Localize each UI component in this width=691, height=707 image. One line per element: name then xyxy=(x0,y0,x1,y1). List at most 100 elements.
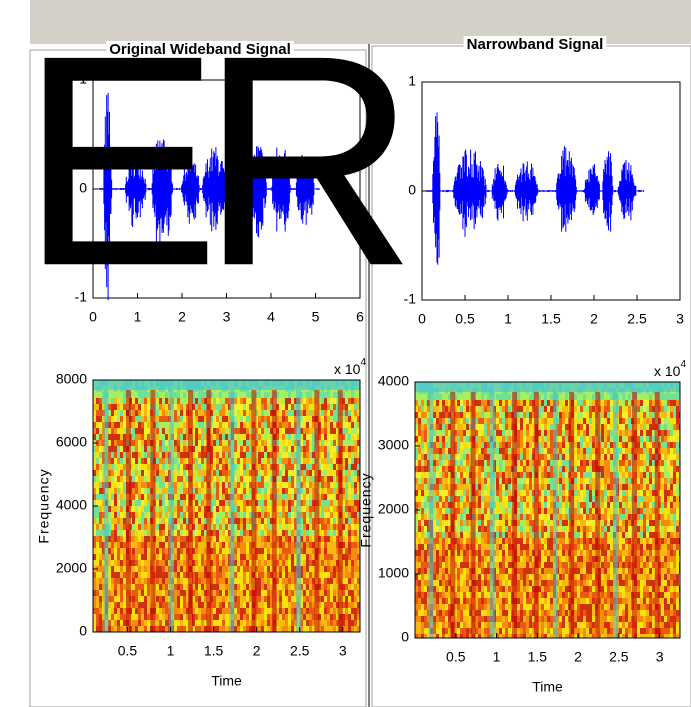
spectrogram-cell xyxy=(165,542,168,548)
spectrogram-cell xyxy=(348,530,351,536)
spectrogram-cell xyxy=(354,440,357,446)
spectrogram-cell xyxy=(345,476,348,482)
spectrogram-cell xyxy=(111,596,114,602)
spectrogram-cell xyxy=(165,488,168,494)
spectrogram-cell xyxy=(135,452,138,458)
spectrogram-cell xyxy=(324,572,327,578)
spectrogram-cell xyxy=(99,626,102,632)
spectrogram-cell xyxy=(481,526,484,532)
spectrogram-cell xyxy=(180,482,183,488)
spectrogram-cell xyxy=(99,512,102,518)
spectrogram-cell xyxy=(198,464,201,470)
spectrogram-cell xyxy=(183,512,186,518)
spectrogram-cell xyxy=(225,398,228,404)
spectrogram-cell xyxy=(225,416,228,422)
spectrogram-cell xyxy=(421,520,424,526)
spectrogram-cell xyxy=(180,530,183,536)
spectrogram-cell xyxy=(424,472,427,478)
spectrogram-cell xyxy=(240,434,243,440)
spectrogram-cell xyxy=(303,626,306,632)
spectrogram-cell xyxy=(460,628,463,634)
spectrogram-cell xyxy=(144,554,147,560)
spectrogram-cell xyxy=(288,476,291,482)
spectrogram-cell xyxy=(327,404,330,410)
spectrogram-cell xyxy=(279,542,282,548)
spectrogram-cell xyxy=(99,434,102,440)
spectrogram-cell xyxy=(460,616,463,622)
spectrogram-cell xyxy=(484,592,487,598)
spectrogram-cell xyxy=(234,560,237,566)
spectrogram-cell xyxy=(123,620,126,626)
spectrogram-cell xyxy=(111,482,114,488)
spectrogram-cell xyxy=(180,464,183,470)
spectrogram-cell xyxy=(135,566,138,572)
spectrogram-cell xyxy=(282,542,285,548)
x-tick-label: 1 xyxy=(167,643,175,659)
spectrogram-cell xyxy=(174,572,177,578)
spectrogram-cell xyxy=(264,590,267,596)
spectrogram-cell xyxy=(258,404,261,410)
spectrogram-cell xyxy=(487,502,490,508)
spectrogram-cell xyxy=(162,530,165,536)
spectrogram-cell xyxy=(96,470,99,476)
spectrogram-cell xyxy=(198,428,201,434)
spectrogram-cell xyxy=(330,506,333,512)
spectrogram-cell xyxy=(333,524,336,530)
spectrogram-cell xyxy=(222,404,225,410)
spectrogram-cell xyxy=(279,464,282,470)
spectrogram-cell xyxy=(303,422,306,428)
spectrogram-cell xyxy=(351,524,354,530)
spectrogram-cell xyxy=(177,602,180,608)
spectrogram-cell xyxy=(288,458,291,464)
spectrogram-cell xyxy=(309,392,312,398)
spectrogram-cell xyxy=(264,488,267,494)
spectrogram-cell xyxy=(99,602,102,608)
spectrogram-cell xyxy=(348,626,351,632)
spectrogram-cell xyxy=(333,434,336,440)
spectrogram-cell xyxy=(457,538,460,544)
spectrogram-cell xyxy=(99,530,102,536)
spectrogram-cell xyxy=(327,416,330,422)
spectrogram-cell xyxy=(333,410,336,416)
spectrogram-cell xyxy=(162,452,165,458)
spectrogram-cell xyxy=(141,506,144,512)
spectrogram-cell xyxy=(132,608,135,614)
spectrogram-cell xyxy=(222,602,225,608)
spectrogram-cell xyxy=(463,586,466,592)
y-tick-label: 6000 xyxy=(56,434,87,450)
spectrogram-cell xyxy=(327,476,330,482)
spectrogram-cell xyxy=(120,620,123,626)
spectrogram-cell xyxy=(345,452,348,458)
spectrogram-cell xyxy=(285,452,288,458)
spectrogram-cell xyxy=(144,458,147,464)
spectrogram-cell xyxy=(183,476,186,482)
spectrogram-cell xyxy=(487,400,490,406)
spectrogram-cell xyxy=(267,536,270,542)
spectrogram-cell xyxy=(460,442,463,448)
spectrogram-cell xyxy=(213,614,216,620)
spectrogram-cell xyxy=(418,562,421,568)
spectrogram-cell xyxy=(141,440,144,446)
spectrogram-cell xyxy=(216,422,219,428)
spectrogram-cell xyxy=(285,608,288,614)
spectrogram-cell xyxy=(183,602,186,608)
spectrogram-cell xyxy=(327,524,330,530)
spectrogram-cell xyxy=(324,524,327,530)
spectrogram-cell xyxy=(120,524,123,530)
spectrogram-cell xyxy=(460,430,463,436)
spectrogram-cell xyxy=(436,430,439,436)
spectrogram-cell xyxy=(219,578,222,584)
spectrogram-cell xyxy=(288,602,291,608)
spectrogram-cell xyxy=(234,500,237,506)
spectrogram-cell xyxy=(201,446,204,452)
spectrogram-cell xyxy=(484,526,487,532)
spectrogram-cell xyxy=(240,506,243,512)
spectrogram-cell xyxy=(234,566,237,572)
spectrogram-cell xyxy=(303,590,306,596)
spectrogram-cell xyxy=(291,566,294,572)
spectrogram-cell xyxy=(478,532,481,538)
spectrogram-cell xyxy=(433,538,436,544)
spectrogram-cell xyxy=(348,416,351,422)
spectrogram-cell xyxy=(213,416,216,422)
spectrogram-cell xyxy=(484,430,487,436)
